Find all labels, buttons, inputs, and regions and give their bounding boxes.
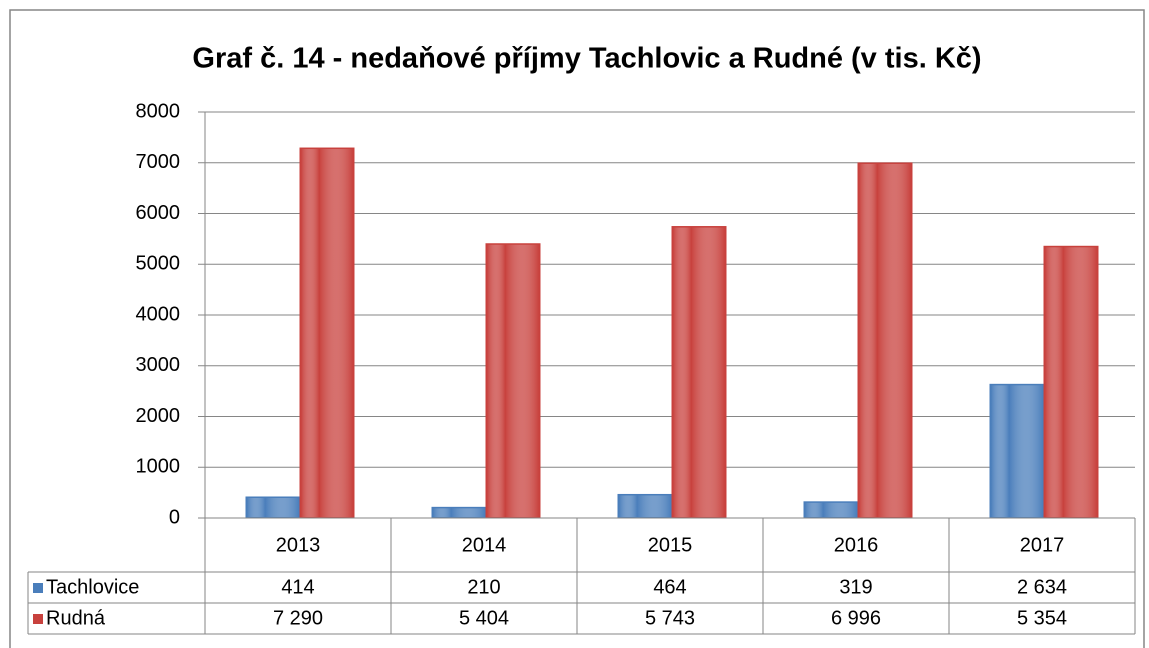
y-tick-label: 2000 bbox=[136, 405, 181, 427]
y-tick-label: 6000 bbox=[136, 202, 181, 224]
bar-shade bbox=[1045, 247, 1097, 518]
bar-shade bbox=[991, 385, 1043, 517]
bar-shade bbox=[859, 163, 911, 517]
y-tick-label: 3000 bbox=[136, 354, 181, 376]
y-tick-label: 4000 bbox=[136, 303, 181, 325]
bar-shade bbox=[433, 508, 485, 517]
table-value: 5 743 bbox=[645, 607, 695, 629]
table-value: 210 bbox=[467, 576, 500, 598]
table-value: 414 bbox=[281, 576, 314, 598]
x-tick-label: 2017 bbox=[1020, 534, 1065, 556]
bar-shade bbox=[805, 502, 857, 517]
table-value: 2 634 bbox=[1017, 576, 1067, 598]
chart-title: Graf č. 14 - nedaňové příjmy Tachlovic a… bbox=[192, 43, 981, 75]
y-tick-label: 1000 bbox=[136, 456, 181, 478]
y-tick-label: 7000 bbox=[136, 151, 181, 173]
x-tick-label: 2013 bbox=[276, 534, 321, 556]
table-value: 319 bbox=[839, 576, 872, 598]
legend-label: Tachlovice bbox=[46, 576, 139, 598]
legend-key bbox=[33, 614, 43, 624]
table-value: 6 996 bbox=[831, 607, 881, 629]
bar-shade bbox=[673, 227, 725, 517]
y-tick-label: 0 bbox=[169, 506, 180, 528]
y-tick-label: 8000 bbox=[136, 100, 181, 122]
table-value: 464 bbox=[653, 576, 686, 598]
y-tick-label: 5000 bbox=[136, 253, 181, 275]
x-tick-label: 2014 bbox=[462, 534, 507, 556]
bar-shade bbox=[247, 497, 299, 517]
legend-label: Rudná bbox=[46, 607, 106, 629]
x-tick-label: 2015 bbox=[648, 534, 693, 556]
table-value: 5 354 bbox=[1017, 607, 1067, 629]
table-value: 7 290 bbox=[273, 607, 323, 629]
bar-shade bbox=[619, 495, 671, 517]
table-value: 5 404 bbox=[459, 607, 509, 629]
x-tick-label: 2016 bbox=[834, 534, 879, 556]
bar-shade bbox=[301, 149, 353, 517]
bar-shade bbox=[487, 244, 539, 517]
legend-key bbox=[33, 583, 43, 593]
